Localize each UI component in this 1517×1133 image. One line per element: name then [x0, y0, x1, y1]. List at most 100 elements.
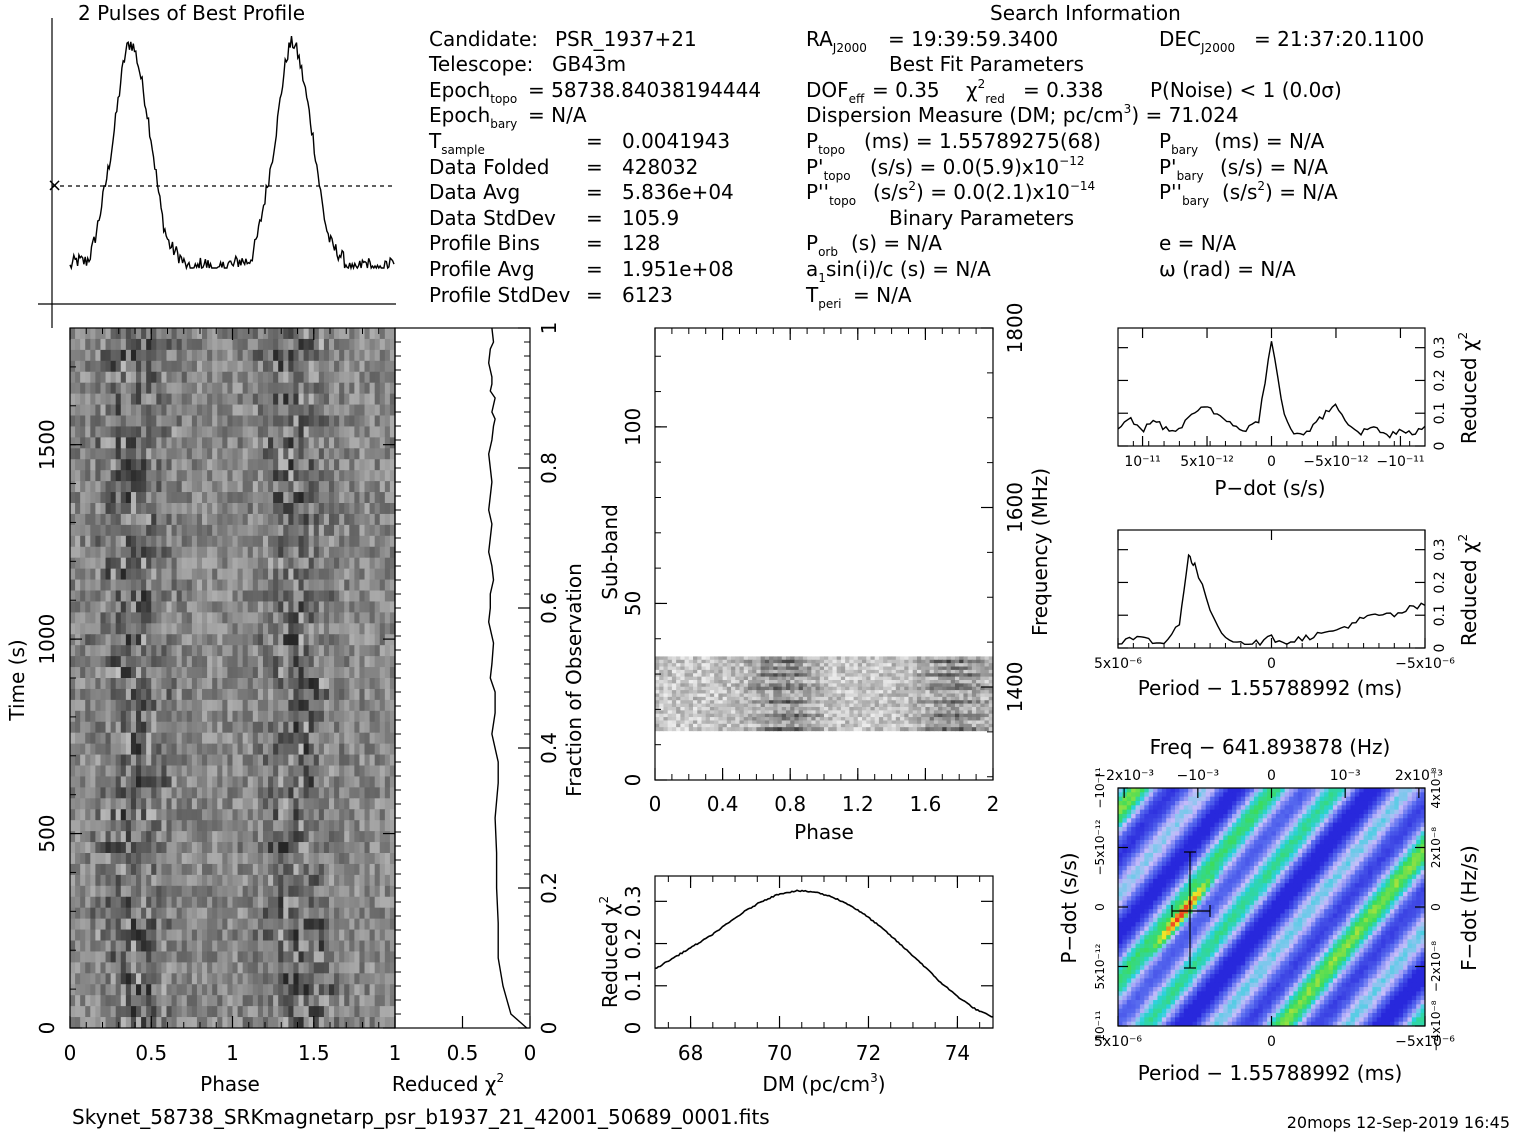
time-phase-cell — [237, 338, 244, 351]
time-phase-cell — [171, 688, 178, 701]
time-phase-cell — [334, 546, 340, 559]
time-phase-cell — [359, 535, 366, 548]
time-phase-cell — [217, 667, 223, 679]
subband-cell — [714, 676, 719, 681]
subband-cell — [680, 669, 686, 674]
time-phase-cell — [359, 415, 366, 428]
time-phase-cell — [323, 656, 330, 668]
time-phase-cell — [354, 896, 361, 909]
time-phase-cell — [318, 656, 325, 668]
time-phase-cell — [130, 601, 137, 613]
time-phase-heatmap — [70, 328, 395, 1028]
time-phase-cell — [217, 678, 223, 690]
time-phase-cell — [196, 437, 203, 449]
time-phase-cell — [344, 842, 350, 854]
time-phase-cell — [105, 667, 112, 679]
time-phase-cell — [389, 754, 395, 767]
time-phase-cell — [100, 820, 107, 832]
time-phase-cell — [349, 918, 355, 931]
time-phase-cell — [136, 371, 142, 384]
time-phase-cell — [268, 503, 274, 515]
time-phase-cell — [227, 995, 234, 1007]
time-phase-cell — [247, 688, 254, 701]
time-phase-cell — [222, 601, 229, 613]
time-phase-cell — [125, 1006, 132, 1018]
time-phase-cell — [100, 1006, 107, 1018]
time-phase-cell — [130, 426, 137, 438]
time-phase-cell — [146, 896, 152, 909]
time-phase-cell — [176, 1006, 183, 1018]
subband-cell — [938, 666, 943, 671]
subband-cell — [819, 676, 825, 681]
time-phase-cell — [313, 743, 320, 756]
time-phase-cell — [323, 448, 330, 460]
time-phase-cell — [328, 601, 335, 613]
time-phase-cell — [70, 601, 76, 613]
subband-cell — [701, 656, 707, 661]
time-phase-cell — [344, 557, 350, 570]
time-phase-cell — [242, 328, 249, 340]
time-phase-cell — [278, 678, 284, 690]
time-phase-cell — [232, 962, 239, 974]
time-phase-cell — [323, 568, 330, 581]
time-phase-cell — [171, 371, 178, 384]
time-phase-cell — [115, 656, 122, 668]
subband-cell — [904, 669, 910, 674]
time-phase-cell — [100, 371, 107, 384]
time-phase-cell — [369, 360, 376, 373]
time-phase-cell — [110, 831, 117, 843]
time-phase-cell — [181, 601, 188, 613]
subband-cell — [891, 663, 897, 668]
time-phase-cell — [257, 984, 264, 996]
subband-cell — [887, 676, 893, 681]
time-phase-cell — [80, 885, 86, 898]
time-phase-cell — [283, 918, 289, 931]
time-phase-cell — [323, 874, 330, 887]
time-phase-cell — [344, 853, 350, 865]
time-phase-cell — [85, 612, 91, 624]
time-phase-cell — [303, 492, 310, 504]
time-phase-cell — [318, 973, 325, 985]
time-phase-cell — [283, 951, 289, 963]
time-phase-cell — [283, 732, 289, 745]
time-phase-cell — [283, 470, 289, 482]
time-phase-cell — [374, 328, 381, 340]
time-phase-cell — [379, 754, 386, 767]
time-phase-cell — [364, 557, 371, 570]
subband-cell — [714, 673, 719, 678]
time-phase-cell — [115, 951, 122, 963]
time-phase-cell — [384, 459, 391, 471]
time-phase-cell — [318, 853, 325, 865]
time-phase-cell — [166, 754, 173, 767]
time-phase-cell — [252, 338, 259, 351]
time-phase-cell — [359, 360, 366, 373]
time-phase-cell — [85, 973, 91, 985]
time-phase-cell — [364, 535, 371, 548]
time-phase-cell — [207, 524, 213, 537]
subband-cell — [811, 676, 817, 681]
subband-cell — [760, 676, 766, 681]
time-phase-cell — [75, 667, 81, 679]
time-phase-cell — [85, 535, 91, 548]
time-phase-cell — [202, 918, 208, 931]
time-phase-cell — [328, 863, 335, 876]
time-phase-cell — [90, 765, 96, 778]
time-phase-cell — [257, 863, 264, 876]
time-phase-cell — [146, 863, 152, 876]
time-phase-cell — [181, 962, 188, 974]
time-phase-cell — [191, 667, 198, 679]
time-phase-cell — [217, 415, 223, 428]
time-phase-cell — [354, 393, 361, 406]
time-phase-cell — [100, 754, 107, 767]
subband-cell — [684, 669, 690, 674]
time-phase-cell — [85, 601, 91, 613]
subband-cell — [954, 663, 960, 668]
rct-ytick-label: 0.6 — [537, 592, 561, 624]
time-phase-cell — [308, 371, 315, 384]
time-phase-cell — [125, 503, 132, 515]
time-phase-cell — [110, 459, 117, 471]
time-phase-cell — [151, 656, 157, 668]
subband-cell — [705, 680, 711, 684]
info-eq-5: = — [586, 155, 603, 179]
time-phase-cell — [222, 557, 229, 570]
